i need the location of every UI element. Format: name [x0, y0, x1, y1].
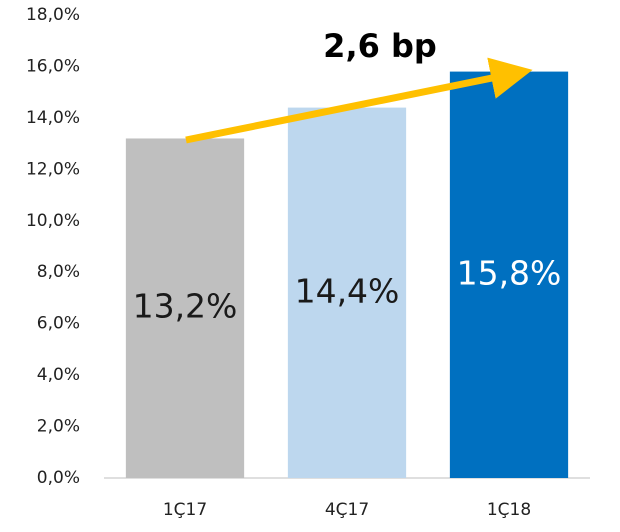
y-tick-label: 14,0% — [26, 108, 80, 128]
y-tick-label: 18,0% — [26, 5, 80, 25]
value-label: 13,2% — [133, 287, 238, 326]
x-tick-label: 4Ç17 — [325, 500, 369, 520]
y-tick-label: 10,0% — [26, 211, 80, 231]
bar — [449, 71, 569, 478]
annotation: 2,6 bp — [323, 27, 437, 65]
value-label: 15,8% — [457, 253, 562, 292]
bar — [125, 138, 245, 478]
y-tick-label: 0,0% — [37, 468, 80, 488]
y-tick-label: 4,0% — [37, 365, 80, 385]
y-tick-label: 8,0% — [37, 262, 80, 282]
x-tick-label: 1Ç18 — [487, 500, 531, 520]
y-tick-label: 12,0% — [26, 159, 80, 179]
y-tick-label: 6,0% — [37, 314, 80, 334]
value-label: 14,4% — [295, 271, 400, 310]
y-tick-label: 2,0% — [37, 417, 80, 437]
x-tick-label: 1Ç17 — [163, 500, 207, 520]
trend-arrow — [185, 57, 533, 144]
bar — [287, 107, 407, 478]
plot-area: 0,0% 2,0% 4,0% 6,0% 8,0% 10,0% 12,0% 14,0% 16,0%… — [26, 5, 590, 520]
y-tick-label: 16,0% — [26, 56, 80, 76]
